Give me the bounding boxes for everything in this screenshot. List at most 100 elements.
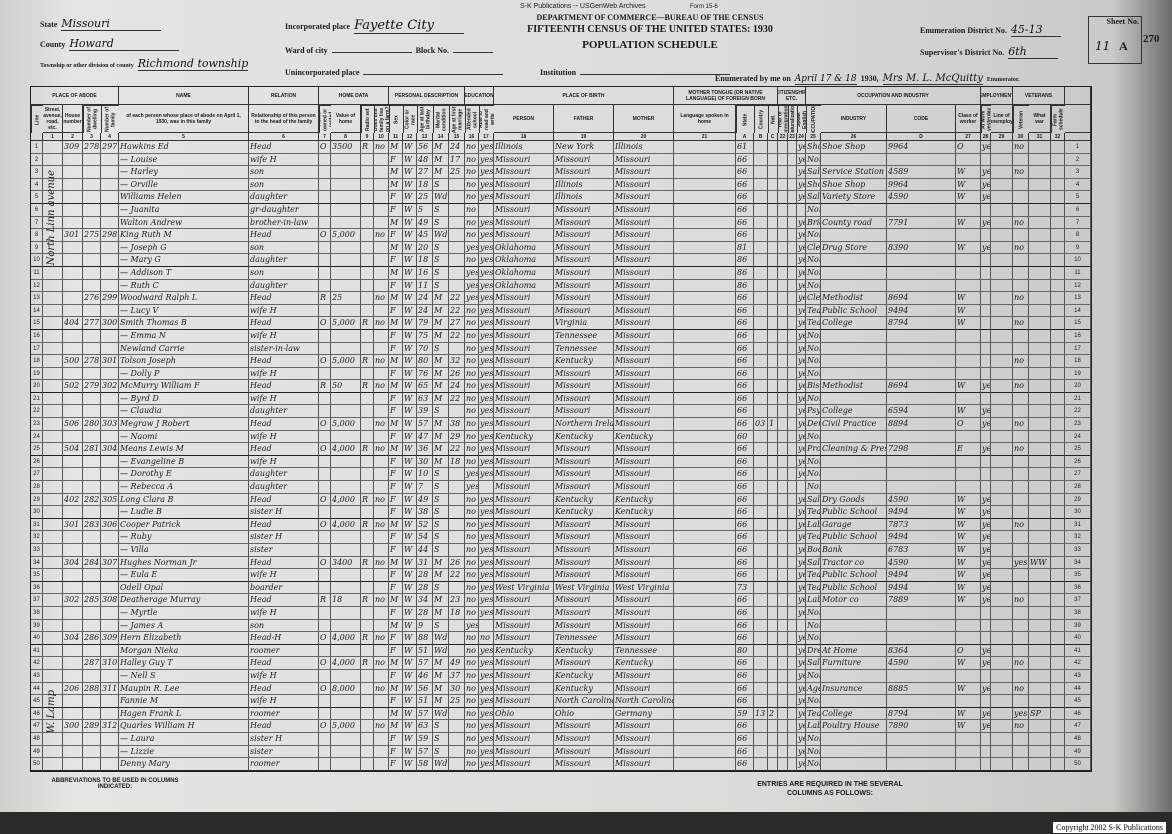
table-cell: no [1013, 418, 1029, 431]
table-cell: yes [479, 216, 494, 230]
table-cell: daughter [249, 191, 319, 204]
table-cell: W [403, 581, 417, 595]
table-cell: Missouri [614, 745, 674, 759]
table-cell [788, 518, 797, 532]
table-cell: Kentucky [494, 644, 554, 658]
table-cell [778, 266, 788, 280]
table-cell [361, 153, 374, 167]
table-cell: no [465, 606, 479, 620]
person-name: Odell Opal [119, 581, 249, 595]
table-cell: 66 [736, 720, 754, 733]
table-cell [43, 166, 63, 179]
table-cell [63, 619, 83, 633]
table-cell [1051, 279, 1065, 293]
line-number: 31 [1065, 518, 1091, 532]
table-cell [788, 581, 797, 595]
table-cell: 8,000 [331, 682, 361, 696]
line-number: 46 [31, 707, 43, 721]
table-cell: Tennessee [554, 632, 614, 645]
table-cell [83, 178, 101, 192]
table-cell [1051, 380, 1065, 393]
table-cell [778, 745, 788, 759]
column-group-header: HOME DATA [319, 87, 389, 105]
table-cell: yes [797, 657, 806, 670]
table-cell [797, 481, 806, 494]
table-cell [887, 632, 956, 645]
line-number: 34 [31, 556, 43, 570]
table-cell: yes [479, 166, 494, 179]
table-cell: Head [249, 657, 319, 670]
table-cell: no [374, 594, 389, 607]
table-cell: S [433, 203, 449, 217]
table-cell: no [479, 632, 494, 645]
table-cell [1029, 493, 1051, 507]
table-cell: no [374, 418, 389, 431]
table-cell [63, 745, 83, 759]
table-cell [981, 153, 991, 167]
table-cell: S [433, 279, 449, 293]
table-cell [754, 292, 768, 305]
table-cell [788, 153, 797, 167]
table-cell [331, 153, 361, 167]
table-cell: W [956, 657, 981, 670]
table-cell [674, 342, 736, 356]
person-name: — Dolly P [119, 367, 249, 381]
table-cell [331, 707, 361, 721]
table-cell [981, 329, 991, 343]
table-cell: Missouri [554, 241, 614, 255]
table-cell: None [806, 342, 821, 356]
table-cell [778, 254, 788, 267]
table-cell: Missouri [494, 682, 554, 696]
table-cell [101, 481, 119, 494]
line-number: 16 [1065, 329, 1091, 343]
table-cell [63, 405, 83, 419]
table-cell [43, 632, 63, 645]
table-cell: Salesman [806, 657, 821, 670]
table-cell [778, 506, 788, 519]
copyright: Copyright 2002 S-K Publications [1053, 822, 1166, 833]
table-cell [319, 367, 331, 381]
table-cell [101, 669, 119, 683]
table-cell: no [465, 216, 479, 230]
table-cell [361, 707, 374, 721]
table-cell [1051, 455, 1065, 469]
line-number: 44 [1065, 682, 1091, 696]
table-cell [754, 191, 768, 204]
table-cell: S [433, 178, 449, 192]
table-cell [768, 531, 778, 544]
table-cell [674, 153, 736, 167]
table-cell [361, 531, 374, 544]
table-cell: Head [249, 682, 319, 696]
table-cell [83, 153, 101, 167]
table-cell [1013, 531, 1029, 544]
table-cell [1051, 141, 1065, 154]
table-cell [101, 367, 119, 381]
table-cell [1029, 695, 1051, 708]
table-cell [778, 166, 788, 179]
table-cell: 276 [83, 292, 101, 305]
table-cell: yes [981, 644, 991, 658]
table-cell [43, 720, 63, 733]
table-cell: Garage [821, 518, 887, 532]
table-cell [1051, 266, 1065, 280]
table-cell [754, 178, 768, 192]
table-cell [768, 153, 778, 167]
table-cell: 46 [417, 669, 433, 683]
table-cell: 7889 [887, 594, 956, 607]
table-cell: Missouri [614, 669, 674, 683]
table-cell: 66 [736, 669, 754, 683]
table-cell: At Home [821, 644, 887, 658]
column-header: Color or race [403, 105, 417, 133]
table-cell: 58 [417, 758, 433, 771]
table-cell [319, 329, 331, 343]
table-cell: no [465, 544, 479, 557]
table-cell: 39 [417, 405, 433, 419]
column-group-header: OCCUPATION AND INDUSTRY [806, 87, 981, 105]
table-cell: 36 [417, 443, 433, 456]
table-cell [43, 178, 63, 192]
table-cell: yes [797, 569, 806, 582]
table-cell: yes [479, 732, 494, 746]
ed-field: Enumeration District No. 45-13 [920, 20, 1061, 38]
